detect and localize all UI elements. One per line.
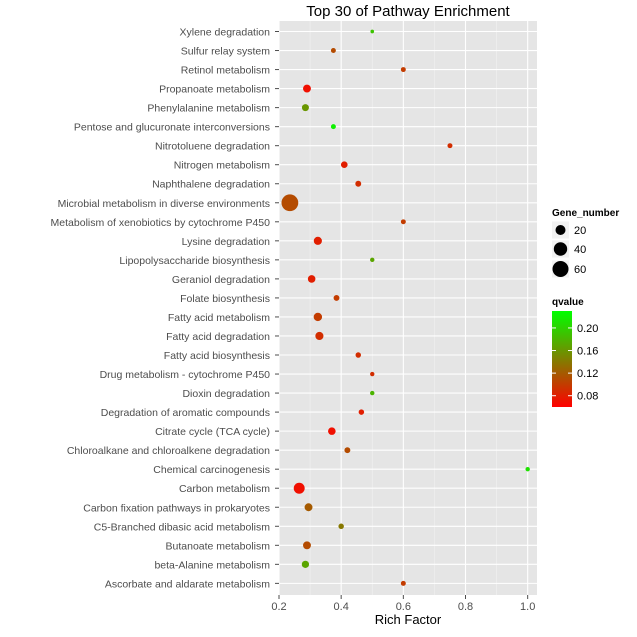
x-axis-title: Rich Factor bbox=[375, 612, 442, 627]
y-tick-label: Folate biosynthesis bbox=[180, 293, 270, 305]
y-tick-label: Sulfur relay system bbox=[181, 46, 271, 58]
data-point bbox=[338, 523, 344, 530]
chart-title: Top 30 of Pathway Enrichment bbox=[306, 3, 510, 20]
data-point bbox=[281, 194, 299, 212]
color-legend-ticks: 0.08 0.12 0.16 0.20 bbox=[552, 323, 598, 403]
y-tick-label: Fatty acid metabolism bbox=[168, 312, 270, 324]
data-point bbox=[400, 67, 406, 73]
y-tick-label: Drug metabolism - cytochrome P450 bbox=[100, 369, 271, 381]
y-tick-label: beta-Alanine metabolism bbox=[154, 559, 270, 571]
y-tick-label: Propanoate metabolism bbox=[159, 84, 270, 96]
y-tick-label: Naphthalene degradation bbox=[152, 179, 270, 191]
color-legend-title: qvalue bbox=[552, 297, 584, 308]
data-point bbox=[330, 48, 336, 54]
data-point bbox=[340, 161, 348, 169]
y-tick-label: Chloroalkane and chloroalkene degradatio… bbox=[67, 445, 270, 457]
data-point bbox=[304, 503, 313, 512]
data-point bbox=[344, 447, 351, 454]
color-legend: qvalue 0.08 0.12 0.16 0.20 bbox=[552, 297, 598, 407]
size-legend-items: 20 40 60 bbox=[552, 221, 586, 278]
size-legend-label: 40 bbox=[574, 244, 586, 256]
data-point bbox=[447, 143, 453, 149]
y-tick-label: Fatty acid biosynthesis bbox=[164, 350, 270, 362]
y-tick-label: Phenylalanine metabolism bbox=[147, 103, 270, 115]
data-point bbox=[301, 104, 309, 112]
x-tick-label: 1.0 bbox=[520, 601, 535, 613]
data-point bbox=[525, 466, 530, 472]
y-tick-label: Retinol metabolism bbox=[181, 65, 271, 77]
data-point bbox=[330, 124, 336, 130]
y-axis-labels: Xylene degradation Sulfur relay system Ret… bbox=[51, 27, 271, 591]
y-tick-label: Xylene degradation bbox=[180, 27, 271, 39]
data-point bbox=[315, 331, 324, 341]
data-point bbox=[303, 84, 311, 93]
y-tick-label: Citrate cycle (TCA cycle) bbox=[155, 426, 270, 438]
y-tick-label: Dioxin degradation bbox=[182, 388, 270, 400]
x-tick-label: 0.2 bbox=[271, 601, 286, 613]
data-point bbox=[370, 29, 375, 34]
y-tick-label: Degradation of aromatic compounds bbox=[101, 407, 270, 419]
x-axis-labels: 0.2 0.4 0.6 0.8 1.0 bbox=[271, 601, 535, 613]
data-point bbox=[328, 427, 336, 435]
x-tick-label: 0.8 bbox=[458, 601, 473, 613]
color-legend-label: 0.20 bbox=[577, 323, 598, 335]
grid-minor-lines bbox=[309, 21, 497, 595]
y-tick-label: Carbon fixation pathways in prokaryotes bbox=[83, 502, 270, 514]
y-tick-label: Carbon metabolism bbox=[179, 483, 270, 495]
y-tick-label: Chemical carcinogenesis bbox=[153, 464, 270, 476]
data-point bbox=[370, 390, 375, 396]
size-legend-dot bbox=[555, 225, 566, 235]
data-point bbox=[358, 409, 365, 415]
size-legend-title: Gene_number bbox=[552, 208, 619, 219]
color-legend-bar bbox=[552, 311, 572, 407]
y-tick-label: C5-Branched dibasic acid metabolism bbox=[94, 521, 271, 533]
data-point bbox=[400, 580, 406, 586]
data-point bbox=[355, 180, 362, 187]
y-tick-label: Metabolism of xenobiotics by cytochrome … bbox=[51, 217, 271, 229]
data-point bbox=[400, 219, 406, 225]
y-tick-label: Geraniol degradation bbox=[172, 274, 270, 286]
x-tick-label: 0.4 bbox=[334, 601, 349, 613]
data-point bbox=[307, 275, 316, 283]
size-legend-dot bbox=[553, 242, 568, 256]
y-tick-label: Ascorbate and aldarate metabolism bbox=[105, 578, 270, 590]
y-tick-label: Nitrogen metabolism bbox=[174, 160, 271, 172]
grid-major-lines bbox=[278, 21, 537, 595]
data-points bbox=[281, 29, 530, 586]
y-tick-label: Pentose and glucuronate interconversions bbox=[74, 122, 270, 134]
size-legend-label: 20 bbox=[574, 225, 586, 237]
x-tick-label: 0.6 bbox=[396, 601, 411, 613]
data-point bbox=[370, 371, 375, 377]
data-point bbox=[333, 294, 340, 301]
data-point bbox=[355, 352, 361, 358]
data-point bbox=[313, 236, 322, 245]
color-legend-label: 0.16 bbox=[577, 346, 598, 358]
y-tick-label: Fatty acid degradation bbox=[166, 331, 270, 343]
data-point bbox=[303, 541, 311, 550]
y-axis-ticks bbox=[275, 31, 279, 584]
y-tick-label: Microbial metabolism in diverse environm… bbox=[58, 198, 270, 210]
color-legend-label: 0.12 bbox=[577, 368, 598, 380]
y-tick-label: Butanoate metabolism bbox=[166, 540, 271, 552]
size-legend-label: 60 bbox=[574, 264, 586, 276]
data-point bbox=[313, 312, 323, 322]
size-legend-dot bbox=[552, 261, 569, 277]
x-axis-ticks bbox=[278, 595, 529, 599]
data-point bbox=[301, 560, 310, 568]
size-legend: Gene_number 20 40 60 bbox=[552, 208, 619, 278]
y-tick-label: Lysine degradation bbox=[182, 236, 271, 248]
plot-panel bbox=[279, 21, 537, 595]
data-point bbox=[293, 482, 305, 494]
y-tick-label: Nitrotoluene degradation bbox=[155, 141, 270, 153]
data-point bbox=[370, 257, 375, 263]
y-tick-label: Lipopolysaccharide biosynthesis bbox=[119, 255, 270, 267]
color-legend-label: 0.08 bbox=[577, 391, 598, 403]
